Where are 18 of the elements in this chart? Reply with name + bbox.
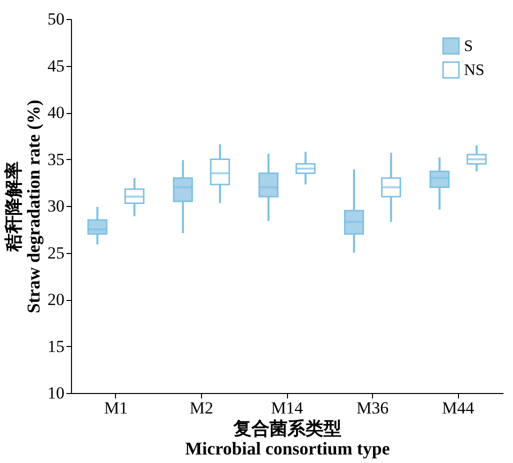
y-tick-label: 20 xyxy=(48,290,64,309)
y-tick-label: 25 xyxy=(48,243,64,262)
y-tick-label: 10 xyxy=(48,384,64,402)
y-tick-label: 45 xyxy=(48,56,64,76)
y-tick-label: 50 xyxy=(48,10,64,28)
y-tick-label: 35 xyxy=(48,150,64,169)
x-tick-label: M2 xyxy=(190,398,214,418)
y-axis-title: 秸秆降解率 Straw degradation rate (%) xyxy=(4,100,44,314)
x-tick-label: M36 xyxy=(356,398,389,418)
y-tick-label: 15 xyxy=(48,336,64,356)
x-tick-label: M1 xyxy=(104,398,128,418)
y-tick-label: 30 xyxy=(48,196,64,216)
y-tick-label: 40 xyxy=(48,103,64,122)
legend-label: NS xyxy=(464,62,484,79)
legend-label: S xyxy=(464,38,473,55)
x-tick-label: M44 xyxy=(442,398,475,418)
x-axis-title: 复合菌系类型 Microbial consortium type xyxy=(185,418,390,458)
x-tick-label: M14 xyxy=(270,398,304,418)
